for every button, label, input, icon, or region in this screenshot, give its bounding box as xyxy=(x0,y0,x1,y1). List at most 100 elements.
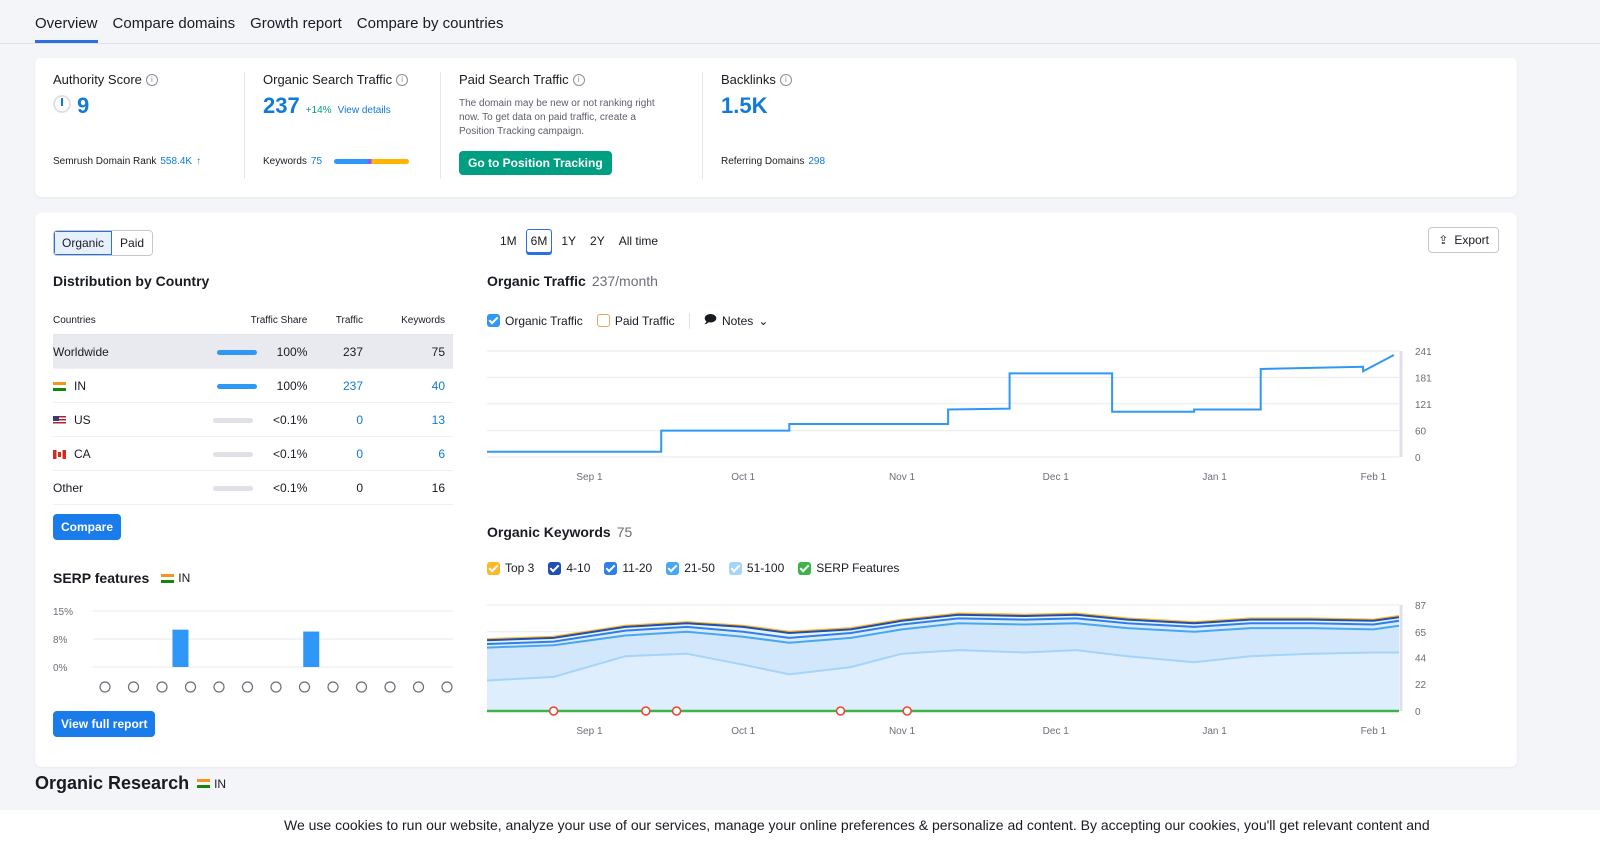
traffic-cell[interactable]: 0 xyxy=(315,436,371,471)
traffic-legend: Organic Traffic Paid Traffic 🗩 Notes ⌄ xyxy=(487,310,768,331)
organic-traffic-chart-subtitle: 237/month xyxy=(591,273,658,289)
col-traffic: Traffic xyxy=(315,307,371,335)
google-update-icon[interactable] xyxy=(902,706,912,716)
legend-label: 21-50 xyxy=(684,561,715,575)
tab-overview[interactable]: Overview xyxy=(35,0,98,43)
legend-item[interactable]: SERP Features xyxy=(798,561,899,575)
legend-item[interactable]: 4-10 xyxy=(548,561,590,575)
keywords-cell[interactable]: 6 xyxy=(371,436,453,471)
notes-dropdown[interactable]: 🗩 Notes ⌄ xyxy=(704,310,769,331)
google-update-icon[interactable] xyxy=(641,706,651,716)
series-line[interactable] xyxy=(487,622,1400,649)
legend-paid-traffic[interactable]: Paid Traffic xyxy=(596,314,675,328)
keywords-label: Keywords xyxy=(263,156,307,167)
traffic-value: 237 xyxy=(342,344,363,359)
tab-compare-domains[interactable]: Compare domains xyxy=(112,15,236,32)
legend-item[interactable]: 21-50 xyxy=(666,561,715,575)
image-icon[interactable] xyxy=(184,681,197,693)
period-button[interactable]: 2Y xyxy=(585,229,610,253)
period-button[interactable]: 6M xyxy=(525,229,553,253)
country-cell: Other xyxy=(53,470,154,505)
authority-gauge-icon xyxy=(53,95,71,113)
table-row[interactable]: IN 100% 237 40 xyxy=(53,368,453,403)
period-button[interactable]: 1M xyxy=(495,229,522,253)
traffic-share-value: 100% xyxy=(276,378,308,393)
twitter-icon[interactable] xyxy=(441,681,453,693)
organic-traffic-value[interactable]: 237 xyxy=(263,93,300,118)
organic-traffic-line[interactable] xyxy=(487,354,1395,453)
y-tick-label: 0 xyxy=(1415,707,1421,718)
info-icon[interactable]: i xyxy=(145,73,158,86)
table-row[interactable]: Worldwide 100% 237 75 xyxy=(53,334,453,369)
legend-item[interactable]: Top 3 xyxy=(487,561,534,575)
serp-bar[interactable] xyxy=(172,629,189,667)
info-icon[interactable]: i xyxy=(572,73,585,86)
google-update-icon[interactable] xyxy=(835,706,846,716)
traffic-value[interactable]: 0 xyxy=(356,446,363,461)
paid-toggle-button[interactable]: Paid xyxy=(112,231,153,255)
info-icon[interactable]: i xyxy=(396,73,409,86)
series-line[interactable] xyxy=(487,617,1400,645)
keywords-value[interactable]: 13 xyxy=(431,412,445,427)
organic-toggle-button[interactable]: Organic xyxy=(54,231,113,255)
export-button[interactable]: ⇪ Export xyxy=(1428,227,1499,253)
top-stories-icon[interactable] xyxy=(384,681,396,693)
traffic-value[interactable]: 0 xyxy=(356,412,363,427)
google-update-icon[interactable] xyxy=(671,706,682,716)
go-to-position-tracking-button[interactable]: Go to Position Tracking xyxy=(459,151,612,175)
keywords-cell[interactable]: 40 xyxy=(371,368,453,403)
country-name: US xyxy=(74,412,91,427)
series-line[interactable] xyxy=(487,612,1400,641)
keywords-value[interactable]: 6 xyxy=(438,446,445,461)
traffic-value[interactable]: 237 xyxy=(342,378,363,393)
local-pack-icon[interactable] xyxy=(327,681,339,693)
people-also-ask-icon[interactable] xyxy=(298,681,311,693)
backlinks-metric: Backlinks i 1.5K Referring Domains 298 xyxy=(703,72,1003,179)
y-tick-label: 0 xyxy=(1415,453,1421,464)
series-line[interactable] xyxy=(487,649,1399,682)
traffic-share-cell: <0.1% xyxy=(153,436,316,471)
country-name: IN xyxy=(74,378,86,393)
legend-item[interactable]: 51-100 xyxy=(728,561,784,575)
table-row[interactable]: US <0.1% 0 13 xyxy=(53,402,453,437)
country-cell: CA xyxy=(53,436,154,471)
legend-organic-traffic[interactable]: Organic Traffic xyxy=(487,314,583,328)
tab-compare-by-countries[interactable]: Compare by countries xyxy=(356,15,504,32)
video-icon[interactable] xyxy=(241,681,254,693)
featured-video-icon[interactable] xyxy=(270,681,282,693)
tab-growth-report[interactable]: Growth report xyxy=(250,15,342,32)
notes-label: Notes xyxy=(721,313,754,328)
reviews-icon[interactable] xyxy=(156,681,168,693)
serp-features-title: SERP features xyxy=(53,570,150,586)
traffic-cell[interactable]: 237 xyxy=(315,368,371,403)
keywords-cell[interactable]: 13 xyxy=(371,402,453,437)
google-update-icon[interactable] xyxy=(548,706,559,716)
knowledge-panel-icon[interactable] xyxy=(355,681,368,693)
domain-rank-value[interactable]: 558.4K xyxy=(160,156,193,167)
referring-domains-label: Referring Domains xyxy=(721,156,805,167)
traffic-cell[interactable]: 0 xyxy=(315,402,371,437)
featured-snippet-icon[interactable] xyxy=(99,681,111,693)
keywords-value[interactable]: 75 xyxy=(310,156,323,167)
compare-button[interactable]: Compare xyxy=(53,514,122,540)
period-button[interactable]: 1Y xyxy=(556,229,582,253)
view-details-link[interactable]: View details xyxy=(337,105,391,116)
info-icon[interactable]: i xyxy=(779,73,792,86)
video-carousel-icon[interactable] xyxy=(213,681,225,693)
organic-keywords-chart: 87 65 44 22 0 Sep 1 Oct 1 Nov 1 Dec 1 Jan 1 Feb 1 xyxy=(487,601,1427,737)
traffic-share-cell: <0.1% xyxy=(153,470,316,505)
legend-item[interactable]: 11-20 xyxy=(604,561,652,575)
shopping-icon[interactable] xyxy=(412,681,425,693)
referring-domains-value[interactable]: 298 xyxy=(808,156,826,167)
view-full-report-button[interactable]: View full report xyxy=(53,711,156,737)
backlinks-value[interactable]: 1.5K xyxy=(721,93,768,118)
serp-bar[interactable] xyxy=(303,631,320,667)
keywords-value[interactable]: 40 xyxy=(431,378,445,393)
series-line[interactable] xyxy=(487,613,1400,642)
period-button[interactable]: All time xyxy=(613,229,664,253)
authority-score-value[interactable]: 9 xyxy=(77,93,90,118)
table-row[interactable]: CA <0.1% 0 6 xyxy=(53,436,453,471)
table-row[interactable]: Other <0.1% 0 16 xyxy=(53,470,453,505)
sitelinks-icon[interactable] xyxy=(127,681,140,693)
notes-icon: 🗩 xyxy=(703,312,717,326)
